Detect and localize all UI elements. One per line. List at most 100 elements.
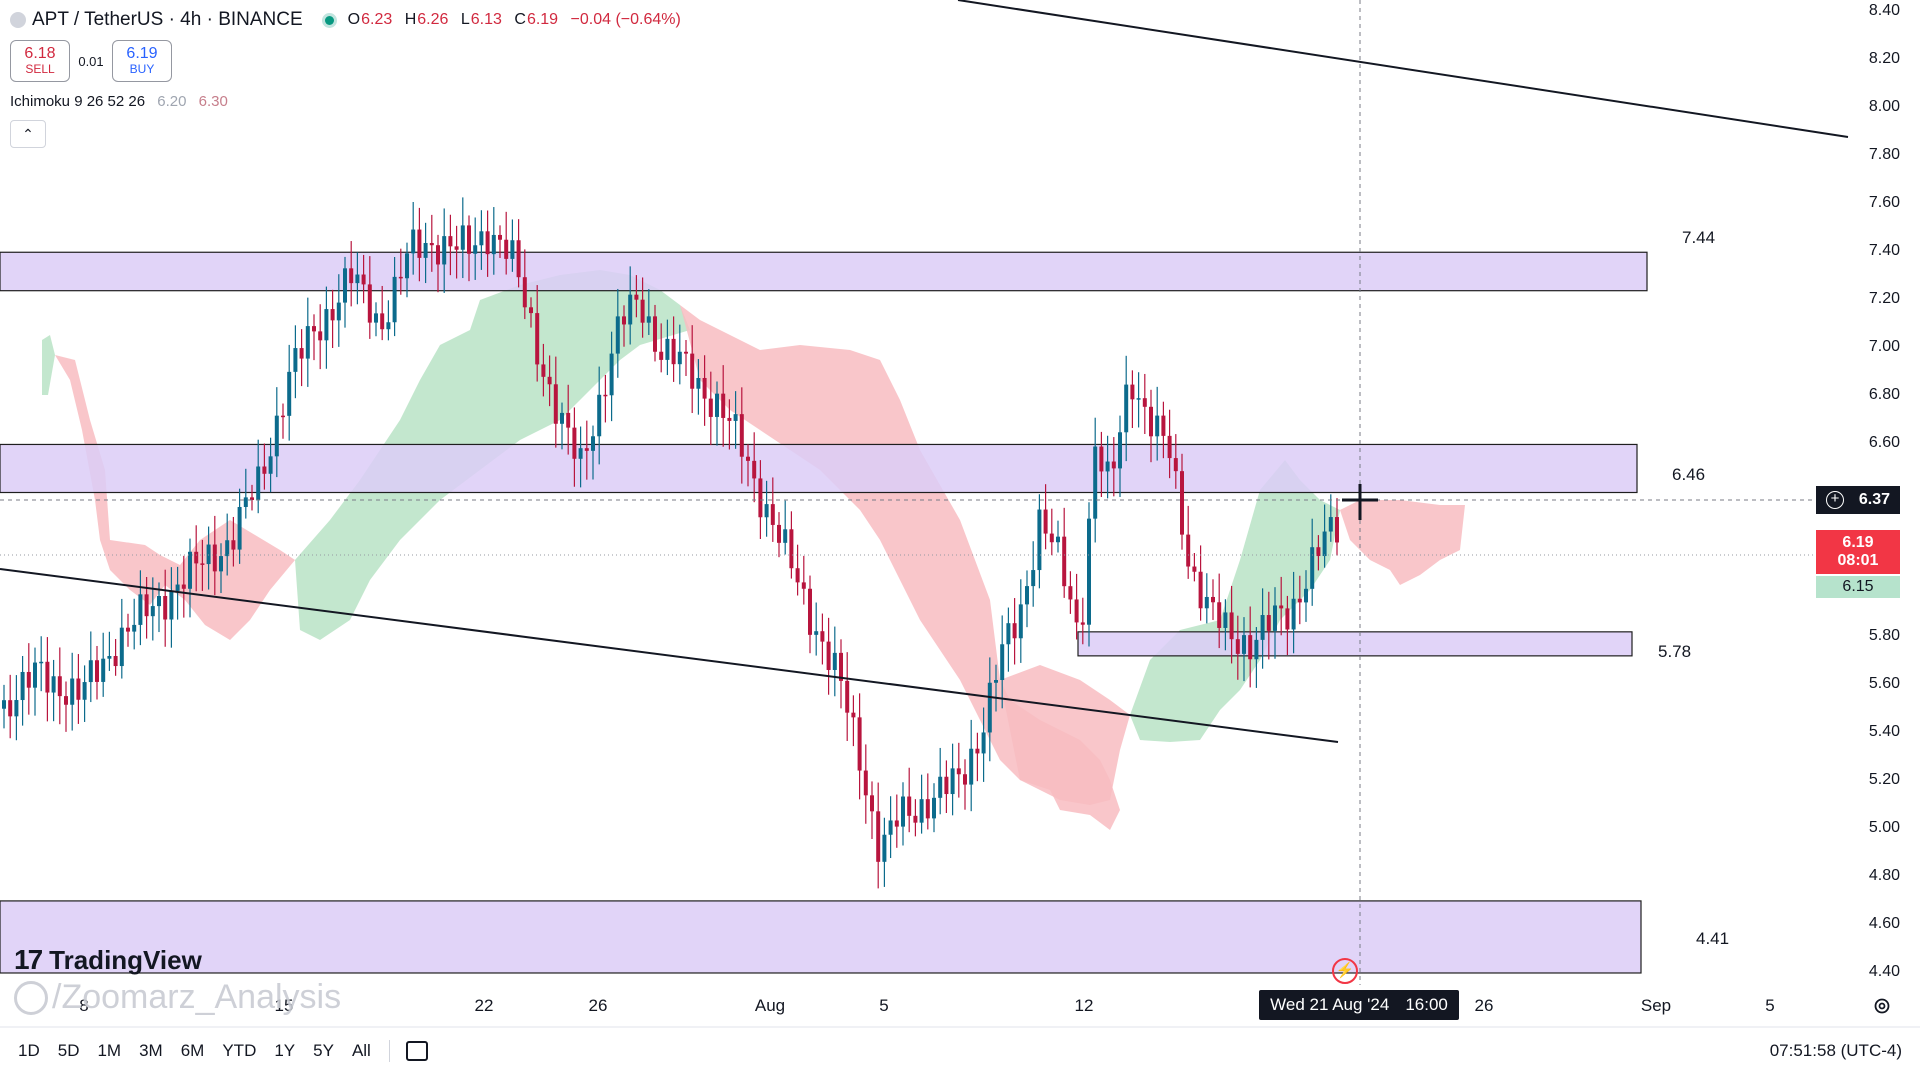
candle-body: [107, 656, 112, 659]
crosshair-date-tag: Wed 21 Aug '24 16:00: [1259, 990, 1459, 1020]
candle-body: [560, 412, 564, 424]
range-6m[interactable]: 6M: [180, 1041, 205, 1060]
candle-body: [212, 544, 217, 572]
candle-body: [132, 624, 137, 632]
candle-body: [584, 448, 589, 451]
candle-body: [126, 627, 130, 632]
candle-body: [1012, 623, 1017, 639]
candle-body: [777, 524, 781, 543]
open-value: 6.23: [361, 11, 393, 28]
candle-body: [851, 712, 856, 718]
go-to-date-icon[interactable]: [405, 1041, 428, 1061]
low-key: L: [460, 11, 470, 28]
candle-body: [950, 768, 955, 795]
last-price: 6.19: [1842, 534, 1874, 552]
candle-body: [1242, 635, 1246, 654]
candle-body: [708, 398, 713, 417]
candle-body: [795, 568, 800, 583]
candle-body: [1229, 612, 1234, 640]
candle-body: [473, 245, 478, 254]
crosshair: [0, 0, 1920, 1028]
candle-body: [181, 584, 186, 589]
indicator-legend[interactable]: Ichimoku 9 26 52 26 6.20 6.30: [10, 93, 228, 110]
candle-body: [1118, 432, 1122, 469]
range-1d[interactable]: 1D: [18, 1041, 40, 1060]
level-label-7-44: 7.44: [1682, 228, 1716, 247]
candle-body: [783, 529, 788, 543]
sell-label: SELL: [25, 62, 55, 77]
candle-body: [888, 820, 893, 835]
range-5y[interactable]: 5Y: [313, 1041, 334, 1060]
candle-body: [696, 377, 701, 389]
candle-body: [1111, 461, 1116, 469]
candle-body: [932, 797, 936, 819]
sell-button[interactable]: 6.18 SELL: [10, 40, 70, 82]
candle-body: [336, 302, 341, 321]
collapse-legend-button[interactable]: ⌃: [10, 120, 46, 148]
buy-button[interactable]: 6.19 BUY: [112, 40, 172, 82]
trade-panel: 6.18 SELL 0.01 6.19 BUY: [10, 40, 172, 82]
candle-body: [746, 456, 750, 461]
change-value: −0.04 (−0.64%): [570, 11, 681, 28]
clock[interactable]: 07:51:58 (UTC-4): [1769, 1041, 1902, 1060]
candle-body: [429, 243, 434, 246]
candle-body: [609, 353, 614, 396]
price-axis-label: 4.80: [1868, 866, 1900, 884]
candle-body: [367, 284, 372, 323]
candle-body: [814, 631, 819, 635]
candle-body: [361, 274, 366, 285]
range-all[interactable]: All: [351, 1041, 371, 1060]
range-5d[interactable]: 5D: [57, 1041, 80, 1060]
cloud-segment: [680, 305, 1120, 830]
zones: [0, 251, 1648, 974]
crosshair-price-tag[interactable]: + 6.37: [1816, 486, 1900, 514]
candle-body: [262, 466, 267, 474]
range-ytd[interactable]: YTD: [222, 1041, 257, 1060]
candle-body: [702, 377, 707, 399]
candle-body: [1254, 639, 1259, 660]
indicator-name[interactable]: Ichimoku 9 26 52 26: [10, 93, 146, 110]
candle-body: [1087, 518, 1091, 625]
range-1y[interactable]: 1Y: [274, 1041, 296, 1060]
candle-body: [956, 768, 961, 775]
symbol-header[interactable]: APT / TetherUS · 4h · BINANCE O6.23 H6.2…: [10, 6, 689, 34]
candle-body: [1161, 415, 1166, 436]
candle-body: [975, 748, 980, 754]
candle-body: [1074, 599, 1079, 623]
spread-value: 0.01: [78, 53, 104, 69]
candle-body: [386, 322, 391, 330]
price-axis-label: 5.60: [1868, 674, 1900, 692]
candle-body: [981, 732, 986, 754]
price-axis-label: 5.20: [1868, 770, 1900, 788]
candle-body: [994, 680, 998, 683]
candle-body: [1031, 570, 1036, 587]
candle-body: [789, 529, 794, 569]
candle-body: [1291, 598, 1296, 630]
candle-body: [14, 700, 19, 717]
upper-trendline: [957, 0, 1849, 138]
candle-body: [498, 234, 502, 240]
candle-body: [516, 240, 521, 278]
candle-body: [479, 231, 484, 246]
candle-body: [1223, 612, 1228, 628]
candle-body: [448, 236, 453, 247]
candle-body: [677, 351, 682, 365]
chart-settings-icon[interactable]: [1872, 996, 1892, 1016]
candle-body: [8, 700, 13, 717]
symbol-title[interactable]: APT / TetherUS · 4h · BINANCE: [32, 9, 303, 30]
range-1m[interactable]: 1M: [97, 1041, 122, 1060]
candle-body: [467, 225, 471, 254]
tradingview-logo[interactable]: 17 TradingView: [14, 944, 202, 976]
candle-body: [913, 815, 918, 823]
candle-body: [553, 384, 558, 424]
price-axis-label: 5.40: [1868, 722, 1900, 740]
candle-body: [1093, 446, 1098, 519]
candle-body: [591, 436, 595, 451]
lightning-icon[interactable]: ⚡: [1332, 958, 1358, 984]
candle-body: [522, 277, 527, 308]
candle-body: [547, 376, 552, 385]
range-3m[interactable]: 3M: [139, 1041, 163, 1060]
add-alert-icon[interactable]: +: [1826, 491, 1844, 509]
candle-body: [411, 229, 416, 254]
